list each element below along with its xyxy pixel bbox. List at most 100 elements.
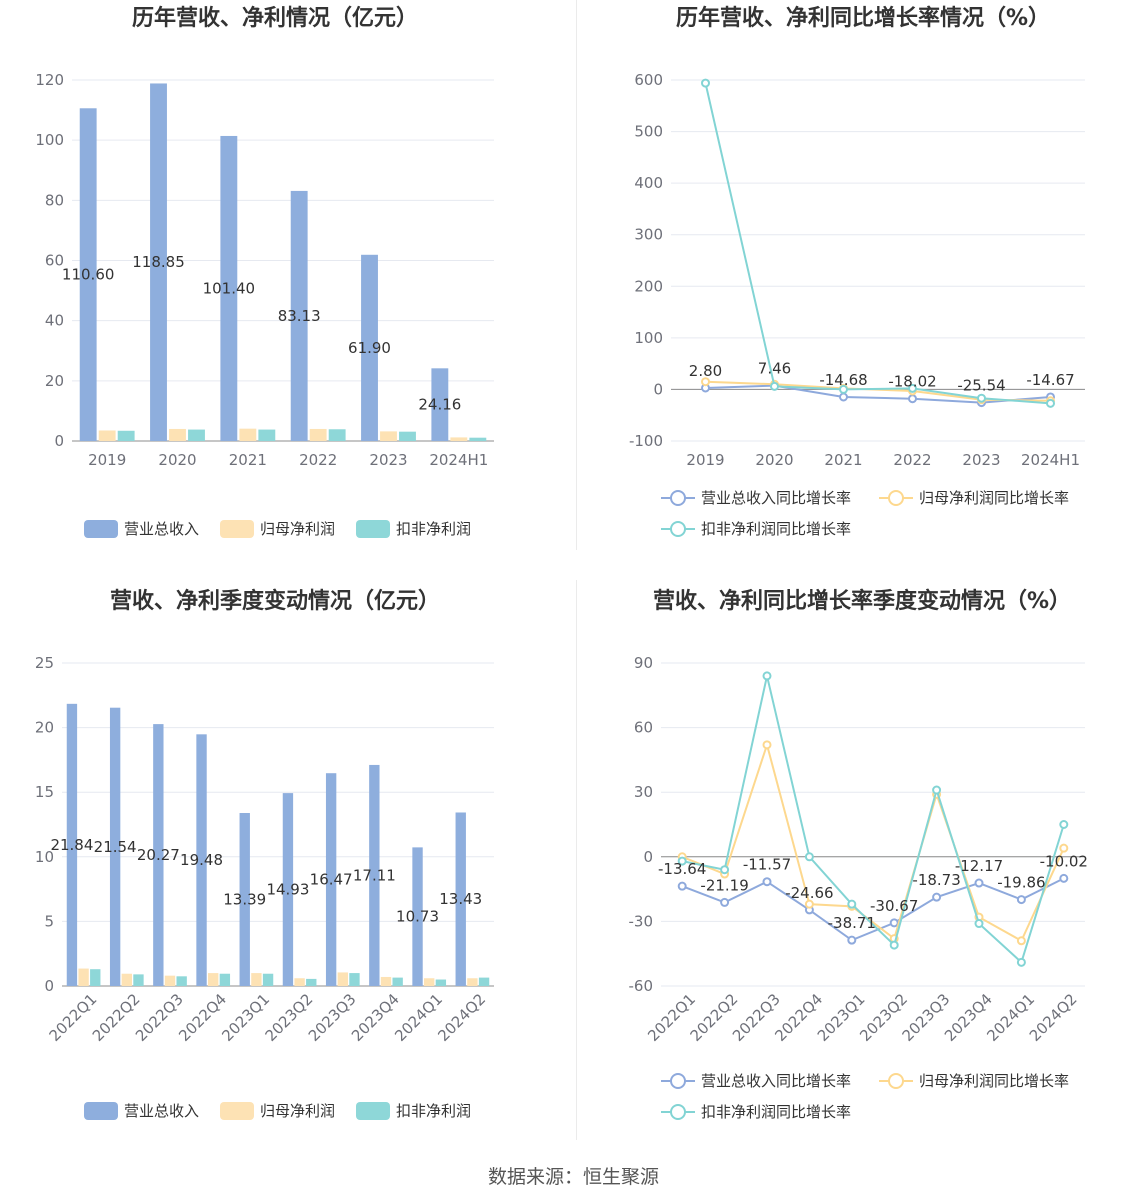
legend-swatch: [356, 1102, 390, 1120]
x-tick-label: 2024H1: [429, 451, 488, 469]
data-label: -38.71: [828, 914, 876, 932]
bar: [467, 978, 478, 986]
x-tick-label: 2024Q2: [1026, 990, 1081, 1045]
bar: [361, 254, 378, 441]
bar: [258, 429, 276, 441]
legend-swatch: [888, 1073, 904, 1089]
data-label: -14.68: [819, 371, 867, 389]
y-tick-label: 0: [643, 848, 653, 866]
data-point: [1016, 957, 1026, 967]
y-tick-label: 0: [54, 432, 64, 450]
legend-label: 扣非净利润同比增长率: [701, 1103, 851, 1121]
legend-label: 扣非净利润同比增长率: [701, 520, 851, 538]
data-point: [762, 877, 772, 887]
data-point: [770, 381, 779, 391]
panel-divider-top: [576, 0, 577, 550]
data-label: 20.27: [137, 846, 180, 864]
data-point: [1059, 843, 1069, 853]
y-tick-label: 300: [634, 226, 663, 244]
data-label: 110.60: [62, 266, 115, 284]
bar: [220, 135, 238, 441]
data-point: [839, 392, 848, 402]
bar: [435, 979, 447, 986]
series-line: [681, 741, 1065, 943]
y-tick-label: -100: [629, 432, 663, 450]
data-label: -11.57: [743, 856, 791, 874]
legend-swatch: [670, 521, 686, 537]
data-label: 19.48: [180, 851, 223, 869]
bar: [306, 978, 317, 986]
data-point: [804, 852, 814, 862]
data-label: -24.66: [785, 884, 833, 902]
data-label: 2.80: [689, 362, 722, 380]
y-tick-label: 500: [634, 123, 663, 141]
data-point: [977, 393, 986, 403]
data-point: [974, 878, 984, 888]
bar: [239, 813, 250, 986]
y-tick-label: 60: [45, 252, 64, 270]
x-tick-label: 2021: [229, 451, 267, 469]
data-label: 16.47: [310, 871, 353, 889]
data-point: [839, 384, 848, 394]
chart-title: 营收、净利季度变动情况（亿元）: [110, 588, 440, 614]
legend-label: 营业总收入同比增长率: [701, 489, 851, 507]
bar: [176, 976, 187, 986]
data-point: [908, 383, 917, 393]
y-tick-label: 200: [634, 277, 663, 295]
bar: [98, 430, 116, 441]
bar: [478, 977, 490, 986]
y-tick-label: 100: [634, 329, 663, 347]
legend-swatch: [670, 490, 686, 506]
data-point: [804, 899, 814, 909]
bar: [349, 973, 360, 986]
bar: [196, 734, 207, 986]
bar: [133, 974, 144, 986]
y-tick-label: 20: [45, 372, 64, 390]
legend-swatch: [84, 520, 118, 538]
legend-label: 归母净利润同比增长率: [919, 489, 1069, 507]
legend-swatch: [356, 520, 390, 538]
x-tick-label: 2022: [893, 451, 931, 469]
bar: [188, 429, 205, 441]
data-point: [677, 881, 687, 891]
bar: [380, 976, 392, 986]
legend-label: 扣非净利润: [396, 1102, 471, 1120]
data-label: 21.54: [94, 838, 137, 856]
legend-label: 营业总收入: [124, 1102, 199, 1120]
data-label: -14.67: [1026, 371, 1074, 389]
data-point: [762, 671, 772, 681]
data-label: -21.19: [700, 876, 748, 894]
legend-label: 营业总收入同比增长率: [701, 1072, 851, 1090]
bar: [153, 724, 164, 986]
data-point: [677, 856, 687, 866]
data-point: [974, 919, 984, 929]
bar: [251, 973, 262, 986]
chart-title: 营收、净利同比增长率季度变动情况（%）: [653, 588, 1071, 614]
x-tick-label: 2021: [824, 451, 862, 469]
bar: [380, 431, 397, 441]
bar: [455, 812, 466, 986]
data-point: [847, 935, 857, 945]
data-label: -18.02: [888, 373, 936, 391]
y-tick-label: 25: [35, 654, 54, 672]
x-tick-label: 2023: [369, 451, 407, 469]
bar: [78, 968, 89, 986]
legend-label: 归母净利润: [260, 520, 335, 538]
y-tick-label: 80: [45, 191, 64, 209]
y-tick-label: 120: [35, 71, 64, 89]
y-tick-label: 400: [634, 174, 663, 192]
bar: [109, 707, 121, 986]
data-point: [932, 892, 942, 902]
bar: [66, 703, 78, 986]
data-label: 7.46: [758, 360, 791, 378]
bar: [337, 972, 348, 986]
bar: [431, 368, 449, 441]
bar: [294, 978, 305, 986]
legend-label: 营业总收入: [124, 520, 199, 538]
legend-swatch: [220, 1102, 254, 1120]
x-tick-label: 2020: [158, 451, 196, 469]
bar: [369, 764, 380, 986]
x-tick-label: 2019: [88, 451, 126, 469]
bar: [328, 429, 346, 441]
data-point: [1059, 820, 1069, 829]
